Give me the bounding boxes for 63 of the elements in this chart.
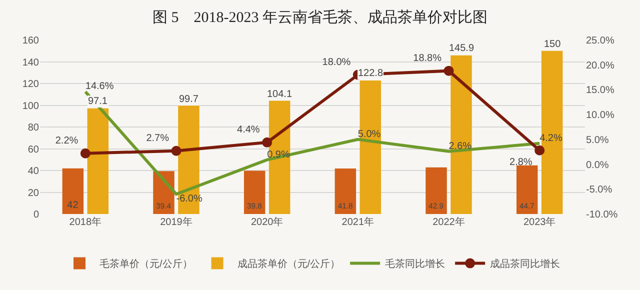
- data-label: 99.7: [179, 94, 199, 105]
- data-label: 39.4: [156, 202, 172, 211]
- x-tick-label: 2018年: [69, 216, 102, 228]
- y2-tick-label: 20.0%: [586, 60, 614, 72]
- x-tick-label: 2020年: [250, 216, 284, 228]
- y2-tick-label: -10.0%: [586, 210, 618, 220]
- y-tick-label: 80: [28, 122, 40, 134]
- y2-tick-label: 0.0%: [586, 160, 609, 171]
- bar: [268, 100, 290, 214]
- line-series: [84, 90, 542, 196]
- x-tick-label: 2021年: [342, 216, 374, 228]
- legend-label: 成品茶单价（元/公斤）: [237, 258, 340, 270]
- bar: [426, 167, 447, 214]
- y2-tick-label: -5.0%: [586, 184, 612, 196]
- data-label: 2.8%: [510, 157, 532, 168]
- data-label: 42.9: [428, 202, 444, 211]
- bar: [244, 170, 266, 214]
- data-label: 104.1: [267, 89, 292, 100]
- data-label: 39.8: [246, 202, 262, 211]
- bar: [334, 168, 356, 214]
- bar: [516, 165, 538, 214]
- y-tick-label: 140: [22, 57, 40, 68]
- point: [171, 146, 182, 156]
- data-label: 97.1: [88, 96, 108, 107]
- legend-label: 毛茶同比增长: [385, 258, 446, 270]
- legend-label: 毛茶单价（元/公斤）: [100, 258, 192, 270]
- y-tick-label: 20: [28, 188, 40, 199]
- point: [444, 66, 454, 76]
- point: [534, 145, 545, 156]
- y2-tick-label: 15.0%: [586, 85, 614, 96]
- x-tick-label: 2023年: [523, 216, 556, 228]
- y-tick-label: 40: [28, 166, 40, 177]
- bar: [87, 108, 109, 214]
- data-label: 150: [544, 39, 562, 50]
- data-label: 41.8: [338, 202, 353, 211]
- data-label: 2.2%: [55, 136, 78, 147]
- bar: [450, 55, 472, 214]
- bar: [541, 50, 563, 214]
- data-label: 122.8: [358, 68, 384, 79]
- y-tick-label: 120: [22, 79, 40, 90]
- bar: [62, 168, 84, 214]
- x-tick-label: 2019年: [160, 216, 192, 228]
- legend-label: 成品茶同比增长: [490, 258, 560, 270]
- chart-title: 图 5 2018-2023 年云南省毛茶、成品茶单价对比图: [152, 9, 488, 26]
- x-tick-label: 2022年: [432, 216, 465, 228]
- data-label: 18.8%: [413, 53, 442, 64]
- point: [80, 148, 90, 158]
- y2-tick-label: 5.0%: [586, 134, 609, 146]
- y-tick-label: 160: [22, 36, 40, 46]
- y2-tick-label: 10.0%: [586, 110, 614, 122]
- y2-tick-label: 25.0%: [586, 36, 614, 46]
- data-label: 14.6%: [85, 81, 114, 92]
- point: [262, 137, 272, 148]
- data-label: 4.4%: [237, 124, 260, 136]
- data-label: 145.9: [449, 43, 474, 54]
- bar: [360, 80, 382, 214]
- data-label: 44.7: [519, 202, 534, 211]
- data-label: 42: [67, 200, 79, 211]
- y-tick-label: 100: [22, 100, 40, 112]
- y-tick-label: 60: [28, 144, 40, 156]
- data-label: 18.0%: [322, 57, 351, 68]
- data-label: 2.7%: [146, 133, 170, 144]
- y-tick-label: 0: [33, 210, 40, 220]
